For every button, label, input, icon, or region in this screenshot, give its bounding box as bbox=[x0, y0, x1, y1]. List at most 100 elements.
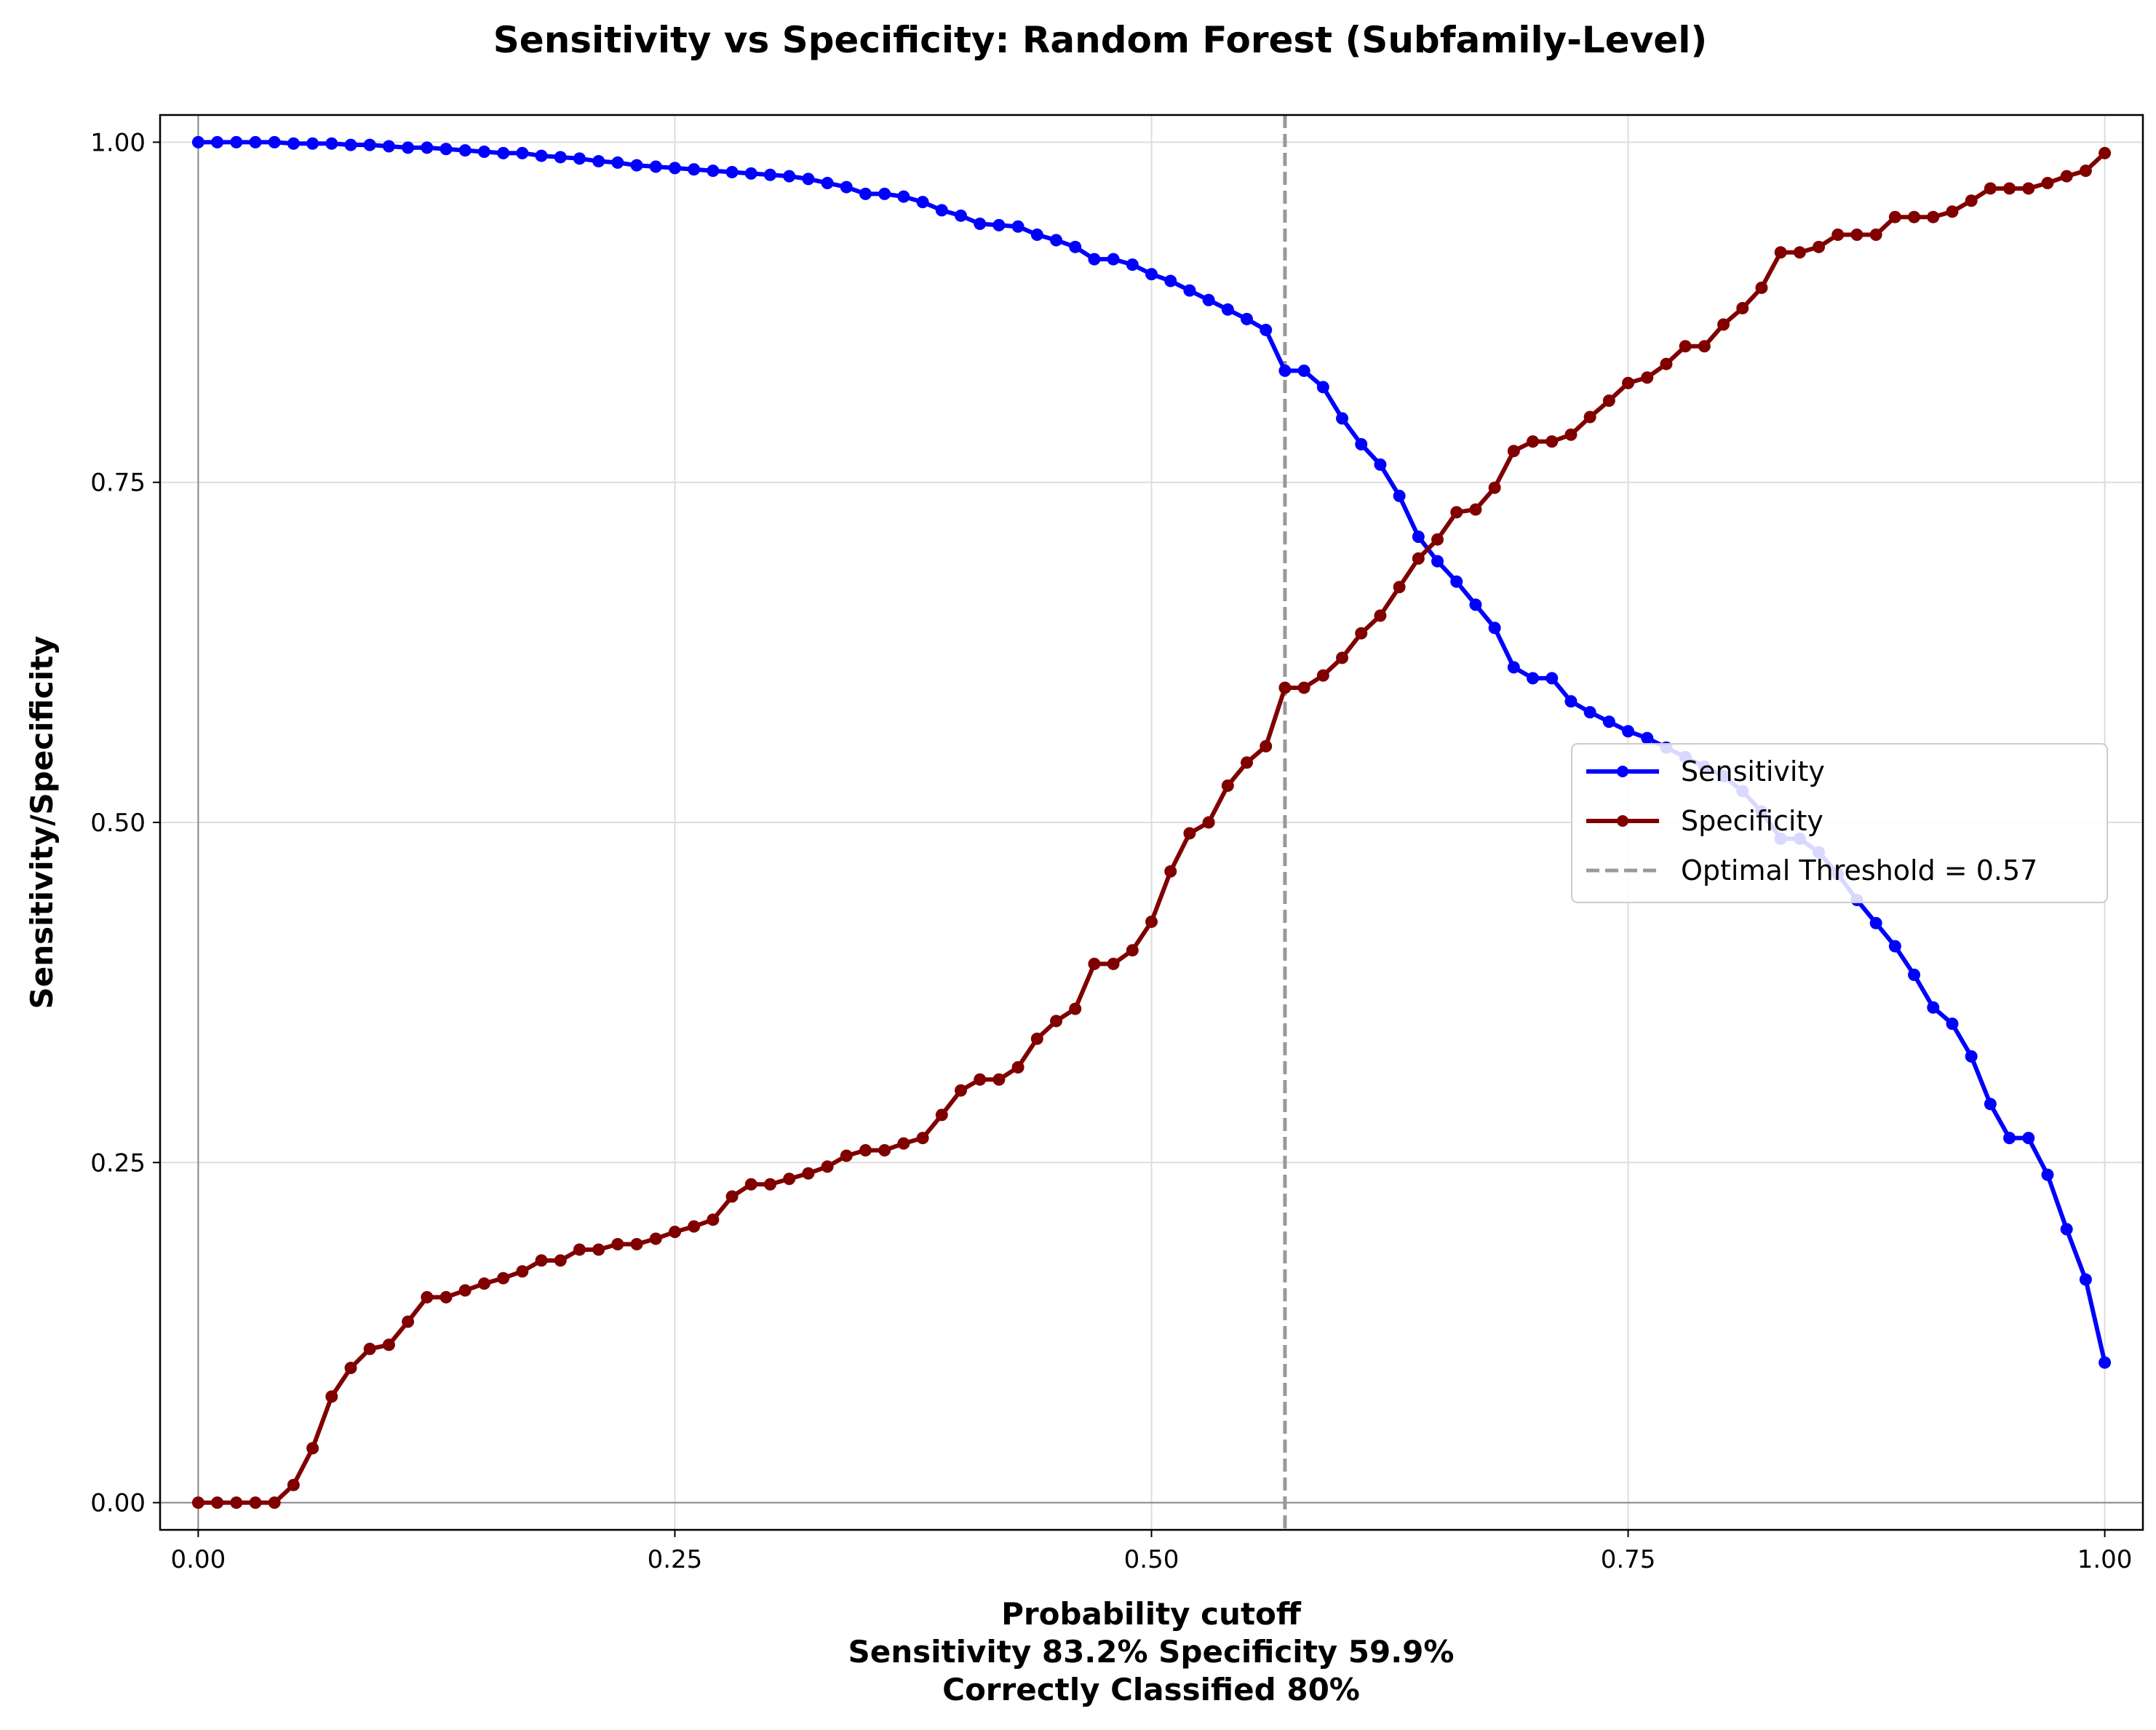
sensitivity-point bbox=[1241, 312, 1254, 325]
sensitivity-point bbox=[439, 143, 453, 156]
specificity-point bbox=[1088, 957, 1101, 970]
sensitivity-point bbox=[840, 180, 853, 194]
sensitivity-point bbox=[1278, 364, 1292, 377]
sensitivity-point bbox=[821, 176, 834, 189]
specificity-point bbox=[1450, 506, 1463, 519]
specificity-point bbox=[573, 1243, 586, 1256]
specificity-point bbox=[592, 1243, 605, 1256]
sensitivity-point bbox=[1946, 1017, 1959, 1031]
specificity-point bbox=[840, 1149, 853, 1162]
sensitivity-point bbox=[1336, 412, 1349, 425]
specificity-point bbox=[1965, 194, 1978, 207]
sensitivity-point bbox=[1088, 253, 1101, 266]
sensitivity-point bbox=[2041, 1168, 2054, 1181]
specificity-point bbox=[1011, 1060, 1025, 1074]
specificity-point bbox=[325, 1390, 338, 1403]
sensitivity-point bbox=[1355, 437, 1368, 451]
sensitivity-point bbox=[1049, 234, 1062, 247]
sensitivity-point bbox=[325, 137, 338, 150]
sensitivity-point bbox=[878, 187, 891, 200]
y-tick-label: 0.75 bbox=[90, 469, 146, 498]
sensitivity-point bbox=[649, 160, 662, 173]
sensitivity-point bbox=[1030, 228, 1043, 241]
sensitivity-point bbox=[1888, 940, 1901, 953]
specificity-point bbox=[1774, 246, 1787, 259]
specificity-point bbox=[1583, 410, 1596, 424]
sensitivity-point bbox=[211, 135, 224, 148]
sensitivity-point bbox=[1869, 916, 1882, 929]
specificity-point bbox=[2041, 176, 2054, 189]
specificity-point bbox=[191, 1496, 204, 1509]
sensitivity-point bbox=[1145, 268, 1158, 281]
sensitivity-point bbox=[974, 218, 987, 231]
sensitivity-point bbox=[993, 218, 1006, 231]
specificity-point bbox=[1221, 779, 1234, 793]
sensitivity-point bbox=[516, 146, 529, 159]
specificity-point bbox=[554, 1254, 567, 1267]
series-specificity bbox=[191, 146, 2112, 1509]
sensitivity-point bbox=[2022, 1132, 2035, 1145]
specificity-point bbox=[1660, 357, 1673, 370]
sensitivity-point bbox=[1374, 458, 1387, 471]
legend-label-threshold: Optimal Threshold = 0.57 bbox=[1681, 854, 2037, 886]
specificity-point bbox=[535, 1254, 548, 1267]
sensitivity-point bbox=[1221, 303, 1234, 316]
sensitivity-point bbox=[668, 162, 681, 175]
specificity-point bbox=[1717, 318, 1730, 331]
specificity-point bbox=[2003, 182, 2016, 195]
specificity-point bbox=[1679, 340, 1692, 353]
specificity-point bbox=[859, 1143, 872, 1156]
specificity-point bbox=[268, 1496, 281, 1509]
specificity-point bbox=[363, 1342, 376, 1355]
x-axis-label: Probability cutoff bbox=[1001, 1596, 1302, 1632]
sensitivity-point bbox=[611, 156, 624, 169]
specificity-point bbox=[344, 1362, 357, 1375]
specificity-point bbox=[1069, 1002, 1082, 1015]
specificity-point bbox=[1527, 435, 1540, 448]
sensitivity-point bbox=[382, 140, 395, 153]
sensitivity-point bbox=[535, 149, 548, 162]
sensitivity-point bbox=[287, 137, 300, 150]
specificity-point bbox=[211, 1496, 224, 1509]
specificity-point bbox=[1869, 228, 1882, 241]
sensitivity-point bbox=[306, 137, 319, 150]
sensitivity-point bbox=[1202, 293, 1215, 306]
specificity-point bbox=[2079, 164, 2092, 178]
sensitivity-point bbox=[344, 138, 357, 151]
specificity-point bbox=[763, 1178, 776, 1191]
sensitivity-point bbox=[1488, 622, 1501, 635]
specificity-point bbox=[458, 1284, 472, 1297]
sensitivity-point bbox=[916, 196, 929, 209]
specificity-point bbox=[421, 1290, 434, 1304]
specificity-point bbox=[1107, 957, 1120, 970]
x-tick-label: 0.00 bbox=[171, 1545, 226, 1574]
specificity-point bbox=[688, 1220, 701, 1233]
specificity-point bbox=[1622, 376, 1635, 389]
sensitivity-point bbox=[1984, 1098, 1997, 1111]
specificity-point bbox=[1984, 182, 1997, 195]
specificity-point bbox=[1564, 428, 1578, 441]
specificity-point bbox=[2099, 146, 2112, 159]
sensitivity-point bbox=[363, 138, 376, 151]
sensitivity-point bbox=[1183, 284, 1196, 297]
specificity-point bbox=[1260, 739, 1273, 753]
specificity-point bbox=[1793, 246, 1806, 259]
sensitivity-point bbox=[763, 168, 776, 181]
sensitivity-point bbox=[1965, 1050, 1978, 1063]
y-axis-label: Sensitivity/Specificity bbox=[24, 635, 60, 1009]
sensitivity-point bbox=[2079, 1273, 2092, 1286]
sensitivity-point bbox=[402, 141, 415, 154]
sensitivity-point bbox=[268, 135, 281, 148]
sensitivity-point bbox=[1908, 968, 1921, 981]
sensitivity-point bbox=[230, 135, 243, 148]
sensitivity-point bbox=[458, 144, 472, 157]
specificity-point bbox=[1164, 865, 1177, 878]
specificity-point bbox=[630, 1237, 643, 1250]
sensitivity-point bbox=[573, 152, 586, 165]
specificity-point bbox=[707, 1213, 720, 1226]
sensitivity-point bbox=[1069, 240, 1082, 253]
sensitivity-point bbox=[725, 166, 739, 179]
specificity-point bbox=[1183, 827, 1196, 840]
chart-title: Sensitivity vs Specificity: Random Fores… bbox=[493, 19, 1707, 61]
